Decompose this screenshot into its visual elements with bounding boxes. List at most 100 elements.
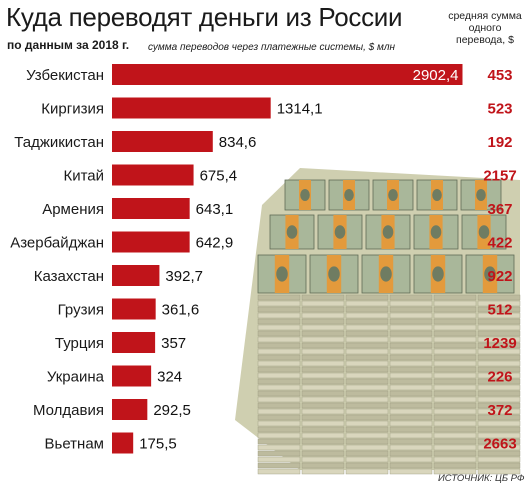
money-bill-layer: [345, 384, 389, 391]
money-bill-layer: [257, 300, 301, 307]
money-bill-layer: [433, 372, 477, 379]
money-bill-layer: [257, 336, 301, 343]
money-bill-layer: [345, 426, 389, 433]
money-bill-layer: [301, 444, 345, 451]
money-bill-layer: [389, 420, 433, 427]
money-bill-layer: [301, 330, 345, 337]
money-bill-layer: [389, 294, 433, 301]
money-bill-layer: [477, 456, 521, 463]
money-bill-layer: [477, 330, 521, 337]
money-bill-layer: [477, 336, 521, 343]
money-bill-layer: [433, 348, 477, 355]
money-bill-layer: [477, 468, 521, 475]
money-bill-layer: [477, 408, 521, 415]
money-bill-layer: [257, 408, 301, 415]
money-bill-layer: [257, 384, 301, 391]
money-bill-layer: [301, 294, 345, 301]
money-bill-layer: [345, 396, 389, 403]
money-bill-layer: [433, 366, 477, 373]
money-bill-layer: [477, 432, 521, 439]
money-bill-layer: [433, 420, 477, 427]
money-bill-layer: [257, 456, 301, 463]
bar: [112, 198, 190, 219]
money-bill-layer: [389, 324, 433, 331]
money-bill-layer: [301, 450, 345, 457]
money-bill-layer: [389, 408, 433, 415]
money-bill-layer: [477, 306, 521, 313]
money-bill-layer: [257, 324, 301, 331]
money-bill-layer: [257, 294, 301, 301]
money-bill-layer: [345, 414, 389, 421]
money-bill-layer: [433, 306, 477, 313]
money-bill-layer: [389, 456, 433, 463]
money-bill-layer: [301, 426, 345, 433]
money-bill-layer: [477, 324, 521, 331]
money-bill-layer: [433, 438, 477, 445]
money-bill-layer: [345, 456, 389, 463]
money-bill-layer: [301, 336, 345, 343]
money-bill-layer: [389, 348, 433, 355]
money-bill-layer: [389, 336, 433, 343]
category-label: Молдавия: [33, 402, 104, 419]
money-bill-layer: [389, 438, 433, 445]
money-bill-layer: [257, 438, 301, 445]
money-bill-layer: [389, 426, 433, 433]
money-portrait: [388, 189, 398, 201]
money-bill-layer: [477, 414, 521, 421]
bar: [112, 332, 156, 353]
money-bill-layer: [389, 402, 433, 409]
money-bill-layer: [301, 432, 345, 439]
money-bill-layer: [257, 330, 301, 337]
average-value-label: 372: [487, 402, 512, 419]
bar-value-label: 392,7: [165, 268, 203, 285]
category-label: Узбекистан: [26, 67, 104, 84]
money-bill-layer: [345, 318, 389, 325]
money-bill-layer: [257, 372, 301, 379]
money-bill-layer: [301, 408, 345, 415]
average-value-label: 453: [487, 67, 512, 84]
money-bill-layer: [389, 318, 433, 325]
bar: [112, 97, 271, 119]
money-bill-layer: [433, 360, 477, 367]
money-bill-layer: [257, 360, 301, 367]
money-bill-layer: [433, 342, 477, 349]
money-bill-layer: [433, 312, 477, 319]
source-note: ИСТОЧНИК: ЦБ РФ: [438, 473, 525, 484]
money-bill-layer: [389, 468, 433, 475]
money-bill-layer: [257, 390, 301, 397]
category-label: Казахстан: [34, 268, 104, 285]
money-bill-layer: [477, 366, 521, 373]
money-bill-layer: [433, 330, 477, 337]
units-note: сумма переводов через платежные системы,…: [148, 42, 395, 53]
money-bill-layer: [345, 444, 389, 451]
money-bill-layer: [389, 414, 433, 421]
money-bill-layer: [345, 468, 389, 475]
money-bill-layer: [301, 396, 345, 403]
money-bill-layer: [301, 414, 345, 421]
money-bill-layer: [301, 438, 345, 445]
bar: [112, 64, 463, 85]
money-bill-layer: [301, 324, 345, 331]
category-label: Китай: [63, 168, 104, 185]
money-bill-layer: [477, 372, 521, 379]
money-bill-layer: [477, 396, 521, 403]
money-bill-layer: [257, 450, 301, 457]
average-value-label: 226: [487, 369, 512, 386]
money-bill-layer: [433, 456, 477, 463]
money-bill-layer: [301, 318, 345, 325]
chart-subtitle: по данным за 2018 г.: [7, 38, 130, 52]
money-bill-layer: [301, 348, 345, 355]
money-bill-layer: [389, 462, 433, 469]
money-bill-layer: [389, 378, 433, 385]
money-bill-layer: [477, 348, 521, 355]
bar-value-label: 675,4: [200, 168, 238, 185]
money-bill-layer: [257, 402, 301, 409]
money-bill-layer: [257, 348, 301, 355]
money-bill-layer: [301, 300, 345, 307]
money-bill-layer: [433, 408, 477, 415]
money-bill-layer: [301, 366, 345, 373]
money-portrait: [300, 189, 310, 201]
money-portrait: [286, 225, 298, 239]
money-bill-layer: [345, 342, 389, 349]
